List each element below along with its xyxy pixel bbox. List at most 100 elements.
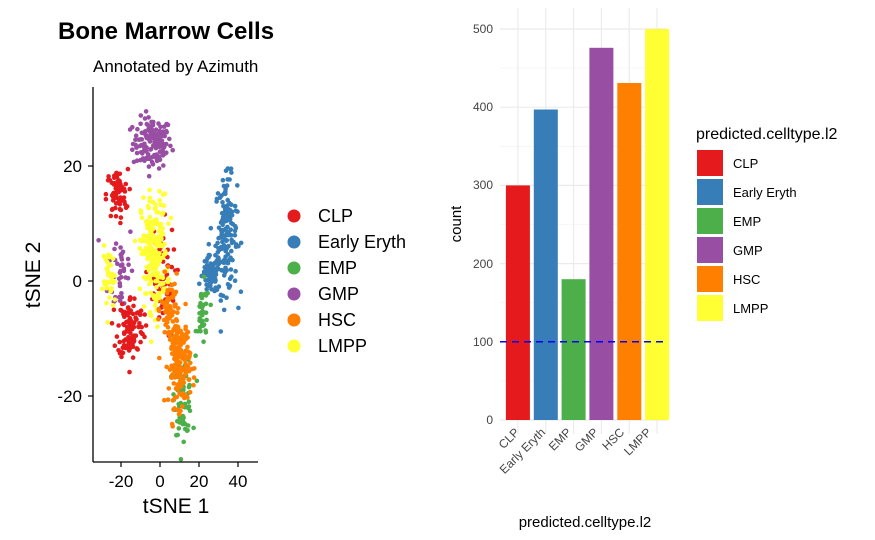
scatter-point bbox=[125, 166, 131, 172]
scatter-point bbox=[153, 240, 159, 245]
scatter-point bbox=[138, 113, 144, 118]
scatter-point bbox=[130, 355, 136, 360]
scatter-point bbox=[103, 196, 109, 202]
scatter-point bbox=[165, 264, 171, 270]
scatter-x-tick-label: 0 bbox=[155, 472, 164, 491]
scatter-point bbox=[191, 382, 196, 388]
scatter-point bbox=[223, 265, 228, 271]
scatter-point bbox=[119, 291, 124, 296]
scatter-point bbox=[204, 287, 209, 292]
legend-key-lmpp bbox=[287, 339, 301, 353]
scatter-point bbox=[146, 115, 151, 120]
scatter-point bbox=[233, 242, 239, 247]
bar-y-ticks: 0 100 200 300 400 500 bbox=[473, 22, 493, 427]
scatter-point bbox=[134, 150, 140, 156]
scatter-point bbox=[155, 324, 160, 330]
scatter-point bbox=[232, 278, 238, 284]
scatter-point bbox=[108, 274, 113, 279]
scatter-x-tick-label: 40 bbox=[229, 472, 248, 491]
scatter-point bbox=[119, 301, 125, 307]
scatter-point bbox=[156, 295, 162, 301]
scatter-point bbox=[223, 232, 229, 238]
legend-key-early-eryth bbox=[287, 235, 301, 249]
scatter-point bbox=[151, 221, 156, 227]
scatter-point bbox=[191, 425, 196, 431]
scatter-point bbox=[147, 127, 153, 133]
scatter-point bbox=[186, 405, 191, 411]
scatter-point bbox=[183, 301, 188, 307]
scatter-point bbox=[155, 221, 161, 227]
scatter-point bbox=[164, 122, 170, 127]
scatter-point bbox=[156, 228, 162, 234]
scatter-point bbox=[153, 272, 158, 278]
scatter-point bbox=[220, 177, 226, 183]
scatter-point bbox=[183, 365, 189, 371]
bar-legend-key-lmpp bbox=[697, 295, 723, 321]
bar-y-tick-label: 300 bbox=[473, 178, 493, 192]
scatter-point bbox=[178, 383, 184, 389]
scatter-point bbox=[172, 363, 177, 369]
scatter-point bbox=[172, 304, 177, 309]
scatter-point bbox=[153, 256, 158, 262]
scatter-point bbox=[169, 287, 175, 293]
scatter-point bbox=[143, 109, 149, 114]
legend-label: LMPP bbox=[318, 336, 367, 356]
scatter-point bbox=[127, 127, 133, 132]
scatter-point bbox=[233, 225, 239, 231]
scatter-point bbox=[167, 367, 173, 372]
scatter-point bbox=[229, 274, 234, 280]
scatter-point bbox=[126, 334, 131, 340]
bar-early-eryth bbox=[533, 109, 558, 420]
scatter-point bbox=[119, 354, 124, 360]
scatter-point bbox=[171, 326, 176, 332]
legend-label: EMP bbox=[318, 258, 357, 278]
scatter-point bbox=[171, 342, 176, 348]
scatter-point bbox=[128, 229, 133, 234]
scatter-point bbox=[161, 252, 167, 258]
scatter-point bbox=[150, 293, 156, 299]
scatter-point bbox=[233, 208, 239, 213]
scatter-point bbox=[225, 166, 231, 171]
scatter-point bbox=[172, 395, 178, 401]
scatter-point bbox=[220, 217, 225, 223]
scatter-point bbox=[117, 294, 122, 300]
scatter-point bbox=[148, 225, 153, 231]
scatter-point bbox=[201, 274, 207, 280]
scatter-point bbox=[223, 186, 228, 192]
scatter-point bbox=[148, 146, 154, 152]
scatter-point bbox=[155, 278, 160, 284]
scatter-point bbox=[111, 307, 117, 313]
scatter-point bbox=[148, 339, 154, 345]
scatter-point bbox=[203, 278, 208, 283]
bar-legend-key-gmp bbox=[697, 237, 723, 263]
scatter-point bbox=[218, 298, 224, 303]
bar-x-tick-label: GMP bbox=[572, 425, 601, 454]
scatter-point bbox=[123, 275, 128, 280]
scatter-point bbox=[166, 313, 171, 319]
scatter-point bbox=[133, 133, 139, 138]
scatter-point bbox=[170, 295, 176, 300]
scatter-point bbox=[118, 195, 123, 200]
scatter-point bbox=[149, 246, 154, 252]
scatter-point bbox=[204, 317, 209, 323]
scatter-point bbox=[181, 376, 186, 382]
scatter-point bbox=[229, 170, 234, 175]
scatter-point bbox=[168, 143, 173, 149]
scatter-point bbox=[113, 214, 119, 219]
scatter-point bbox=[127, 295, 133, 300]
scatter-point bbox=[132, 238, 138, 244]
legend-key-hsc bbox=[287, 313, 301, 327]
scatter-point bbox=[203, 310, 209, 316]
scatter-point bbox=[171, 407, 176, 412]
scatter-point bbox=[118, 245, 123, 250]
scatter-point bbox=[171, 381, 177, 386]
scatter-point bbox=[118, 274, 124, 280]
scatter-point bbox=[222, 212, 227, 218]
scatter-point bbox=[218, 292, 224, 298]
scatter-point bbox=[167, 337, 173, 342]
scatter-point bbox=[177, 328, 182, 334]
bar-panel: 0 100 200 300 400 500 CLP Early Eryth EM… bbox=[448, 8, 838, 531]
scatter-point bbox=[162, 329, 167, 335]
scatter-point bbox=[123, 181, 129, 187]
bar-x-tick-label: LMPP bbox=[621, 425, 654, 458]
